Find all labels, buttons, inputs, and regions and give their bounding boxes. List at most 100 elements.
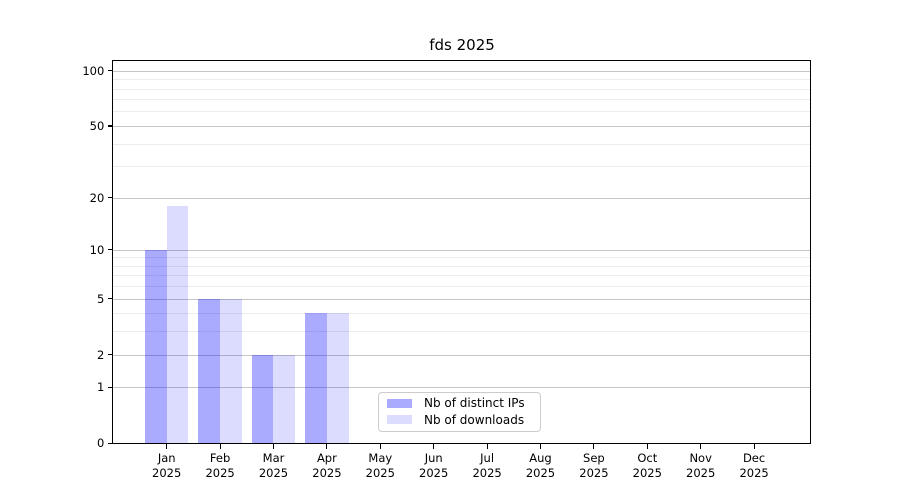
x-tick-year: 2025 (419, 466, 449, 481)
gridline-minor-4 (113, 313, 811, 315)
x-tick-label-oct: Oct 2025 (620, 451, 674, 481)
gridline-major-10 (113, 249, 811, 251)
x-tick-year: 2025 (739, 466, 769, 481)
x-tick-label-apr: Apr 2025 (300, 451, 354, 481)
legend-swatch-downloads (387, 415, 412, 425)
gridline-minor-80 (113, 88, 811, 90)
x-tick-label-dec: Dec 2025 (727, 451, 781, 481)
gridline-minor-90 (113, 79, 811, 81)
x-tick-year: 2025 (312, 466, 342, 481)
y-tick-mark-50 (107, 125, 114, 127)
y-tick-label-1: 1 (96, 380, 105, 395)
x-tick-month: Feb (209, 451, 231, 466)
x-tick-mark-jan (166, 443, 168, 449)
legend-item-downloads: Nb of downloads (379, 412, 540, 428)
y-tick-label-20: 20 (89, 190, 105, 205)
x-tick-mark-feb (219, 443, 221, 449)
x-tick-label-jun: Jun 2025 (407, 451, 461, 481)
y-tick-mark-10 (107, 249, 114, 251)
y-tick-mark-0 (107, 442, 114, 444)
x-tick-year: 2025 (365, 466, 395, 481)
x-tick-mark-apr (326, 443, 328, 449)
x-tick-year: 2025 (152, 466, 182, 481)
y-tick-label-100: 100 (82, 63, 105, 78)
x-tick-month: Sep (583, 451, 605, 466)
bar-downloads-apr (326, 313, 349, 444)
bar-downloads-mar (273, 354, 296, 444)
gridline-minor-9 (113, 257, 811, 259)
x-tick-year: 2025 (579, 466, 609, 481)
x-tick-mark-aug (539, 443, 542, 449)
x-tick-mark-jul (486, 443, 488, 449)
x-tick-year: 2025 (525, 466, 556, 481)
x-tick-label-may: May 2025 (353, 451, 407, 481)
gridline-major-2 (113, 354, 811, 356)
y-tick-mark-1 (107, 386, 114, 388)
y-tick-label-5: 5 (96, 291, 105, 306)
gridline-major-1 (113, 387, 811, 389)
gridline-minor-6 (113, 286, 811, 288)
bar-downloads-feb (220, 298, 242, 444)
x-tick-month: Oct (637, 451, 658, 466)
x-tick-label-jan: Jan 2025 (140, 451, 194, 481)
legend: Nb of distinct IPs Nb of downloads (378, 391, 541, 432)
x-tick-month: Apr (316, 451, 337, 466)
x-tick-year: 2025 (258, 466, 289, 481)
bar-distinct-ips-jan (144, 249, 167, 444)
y-tick-mark-100 (107, 70, 114, 72)
gridline-minor-3 (113, 331, 811, 333)
gridline-minor-60 (113, 111, 811, 113)
x-tick-mark-may (379, 443, 381, 449)
legend-label-downloads: Nb of downloads (424, 412, 525, 427)
x-tick-mark-jun (433, 443, 435, 449)
x-tick-month: Aug (529, 451, 552, 466)
legend-label-distinct-ips: Nb of distinct IPs (424, 396, 525, 411)
x-tick-mark-oct (646, 443, 648, 449)
x-tick-label-feb: Feb 2025 (193, 451, 247, 481)
x-tick-mark-dec (753, 443, 755, 449)
x-tick-label-nov: Nov 2025 (674, 451, 728, 481)
x-tick-year: 2025 (205, 466, 235, 481)
x-tick-year: 2025 (472, 466, 502, 481)
chart-title: fds 2025 (429, 36, 495, 54)
x-tick-month: Jul (480, 451, 495, 466)
x-tick-month: Jun (424, 451, 443, 466)
y-tick-label-0: 0 (96, 436, 105, 451)
y-tick-mark-2 (107, 354, 114, 356)
x-tick-year: 2025 (632, 466, 662, 481)
bar-distinct-ips-apr (305, 313, 327, 444)
x-tick-label-sep: Sep 2025 (567, 451, 621, 481)
gridline-major-5 (113, 298, 811, 300)
y-tick-mark-20 (107, 196, 114, 199)
x-tick-month: Mar (262, 451, 285, 466)
x-tick-month: Dec (742, 451, 766, 466)
gridline-minor-8 (113, 265, 811, 267)
gridline-major-50 (113, 125, 811, 127)
gridline-minor-40 (113, 143, 811, 145)
y-tick-label-2: 2 (96, 347, 105, 362)
x-tick-month: Jan (157, 451, 176, 466)
x-tick-label-jul: Jul 2025 (460, 451, 514, 481)
bar-distinct-ips-mar (251, 354, 274, 444)
gridline-major-20 (113, 197, 811, 199)
y-tick-label-10: 10 (89, 242, 105, 257)
gridline-minor-70 (113, 99, 811, 101)
y-tick-mark-5 (107, 298, 114, 300)
x-tick-label-mar: Mar 2025 (247, 451, 301, 481)
plot-area (113, 62, 811, 444)
x-tick-mark-sep (593, 443, 595, 449)
x-tick-label-aug: Aug 2025 (514, 451, 568, 481)
x-tick-month: May (368, 451, 393, 466)
bar-downloads-jan (166, 205, 189, 444)
gridline-major-100 (113, 70, 811, 72)
x-tick-month: Nov (689, 451, 712, 466)
legend-swatch-distinct-ips (387, 398, 412, 408)
x-tick-year: 2025 (686, 466, 716, 481)
y-tick-label-50: 50 (89, 118, 105, 133)
gridline-minor-30 (113, 166, 811, 168)
legend-item-distinct-ips: Nb of distinct IPs (379, 395, 540, 411)
x-tick-mark-nov (700, 443, 702, 449)
gridline-minor-7 (113, 275, 811, 277)
bar-distinct-ips-feb (198, 298, 221, 444)
